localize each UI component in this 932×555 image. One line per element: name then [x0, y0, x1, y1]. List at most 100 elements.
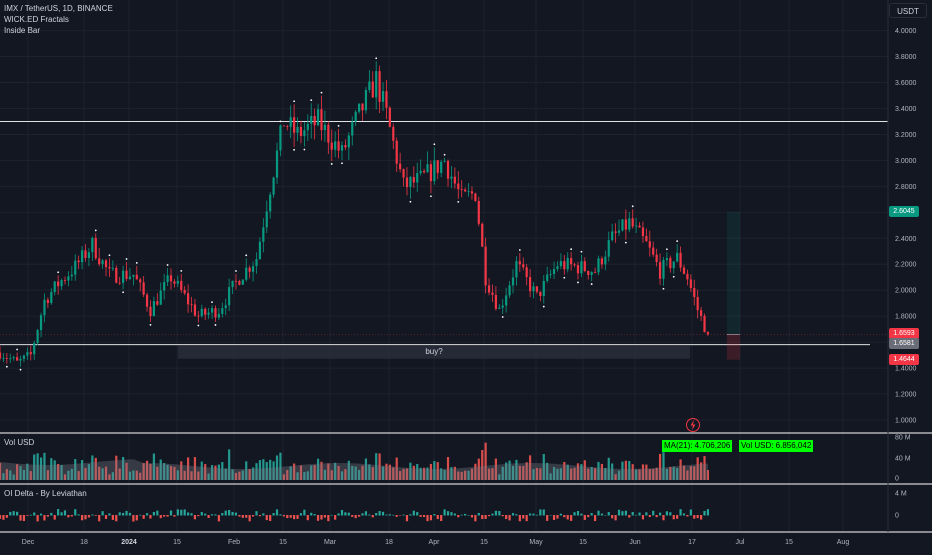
candle-body — [368, 81, 371, 90]
candle-body — [566, 258, 569, 270]
candle-body — [77, 260, 80, 263]
oi-delta-bar — [299, 513, 303, 516]
oi-delta-bar — [600, 513, 604, 516]
volume-bar — [700, 462, 703, 480]
volume-bar — [515, 459, 518, 480]
candle-body — [334, 141, 337, 150]
oi-pane-title[interactable]: OI Delta - By Leviathan — [4, 489, 87, 498]
candle-body — [152, 301, 155, 317]
volume-bar — [265, 462, 268, 480]
candle-body — [676, 252, 679, 262]
oi-delta-bar — [214, 514, 217, 516]
candle-body — [46, 299, 49, 304]
volume-bar — [563, 461, 566, 480]
volume-bar — [80, 460, 84, 480]
oi-delta-bar — [573, 512, 576, 516]
candle-body — [658, 262, 662, 279]
oi-delta-bar — [306, 515, 309, 521]
oi-delta-bar — [522, 515, 525, 519]
currency-selector[interactable]: USDT — [889, 3, 927, 18]
candle-body — [217, 313, 220, 318]
volume-bar — [552, 466, 556, 480]
candle-body — [91, 237, 94, 253]
oi-delta-bar — [183, 509, 186, 516]
oi-delta-bar — [525, 515, 528, 522]
oi-delta-bar — [22, 515, 26, 522]
oi-delta-bar — [200, 512, 203, 516]
candle-body — [313, 116, 316, 126]
candle-body — [2, 357, 5, 359]
oi-delta-bar — [494, 510, 497, 516]
indicator-legend-insidebar[interactable]: Inside Bar — [4, 26, 41, 35]
oi-delta-bar — [655, 515, 658, 518]
volume-bar — [583, 460, 586, 480]
oi-delta-bar — [159, 515, 162, 519]
volume-bar — [12, 474, 15, 480]
volume-bar — [481, 450, 484, 480]
symbol-legend[interactable]: IMX / TetherUS, 1D, BINANCE — [4, 4, 113, 13]
oi-delta-bar — [245, 515, 248, 518]
fractal-high-marker — [245, 254, 248, 257]
candle-body — [296, 126, 299, 133]
candle-body — [700, 310, 703, 316]
candle-body — [272, 177, 275, 195]
oi-delta-bar — [91, 514, 94, 516]
volume-bar — [358, 469, 361, 480]
candle-body — [552, 269, 556, 275]
oi-delta-bar — [272, 513, 275, 516]
oi-delta-bar — [498, 510, 501, 516]
volume-bar — [378, 453, 381, 480]
oi-delta-bar — [204, 513, 207, 516]
candle-body — [282, 125, 285, 127]
oi-delta-bar — [429, 515, 433, 521]
candle-body — [347, 135, 350, 148]
lightning-icon — [686, 418, 700, 432]
fractal-high-marker — [94, 229, 97, 232]
volume-bar — [467, 470, 470, 480]
volume-bar — [282, 474, 285, 480]
fractal-high-marker — [375, 57, 378, 60]
volume-bar — [125, 462, 128, 480]
volume-bar — [91, 455, 94, 480]
price-axis-tick: 1.8000 — [895, 314, 917, 321]
volume-bar — [624, 460, 627, 480]
oi-delta-bar — [286, 515, 289, 519]
volume-bar — [193, 457, 197, 480]
candle-body — [549, 274, 552, 275]
volume-bar — [676, 467, 679, 480]
fractal-low-marker — [122, 291, 125, 294]
volume-bar — [26, 463, 29, 480]
volume-bar — [600, 463, 604, 480]
oi-delta-bar — [378, 511, 381, 516]
price-axis-tick: 1.0000 — [895, 418, 917, 425]
oi-delta-bar — [611, 515, 614, 519]
volume-pane-title[interactable]: Vol USD — [4, 438, 35, 447]
oi-delta-bar — [662, 515, 665, 521]
candle-body — [505, 295, 508, 306]
volume-bar — [166, 464, 169, 480]
volume-bar — [580, 464, 583, 480]
candle-body — [648, 241, 651, 248]
volume-bar — [16, 464, 19, 480]
time-axis-tick: 18 — [385, 539, 393, 546]
indicator-legend-fractals[interactable]: WICK.ED Fractals — [4, 15, 69, 24]
volume-ma-area — [0, 459, 708, 480]
price-axis-tick: 3.6000 — [895, 80, 917, 87]
oi-delta-bar — [187, 512, 190, 516]
oi-delta-bar — [381, 511, 385, 516]
fractal-high-marker — [433, 143, 436, 146]
volume-bar — [655, 467, 658, 480]
candle-body — [310, 116, 313, 124]
volume-bar — [611, 463, 614, 480]
volume-bar — [115, 455, 118, 480]
fractal-high-marker — [676, 240, 679, 242]
oi-delta-bar — [241, 515, 244, 518]
candle-body — [429, 164, 433, 182]
candle-body — [518, 261, 521, 265]
volume-bar — [224, 468, 227, 480]
volume-bar — [542, 453, 545, 480]
volume-bar — [74, 459, 77, 480]
candle-body — [43, 299, 46, 316]
